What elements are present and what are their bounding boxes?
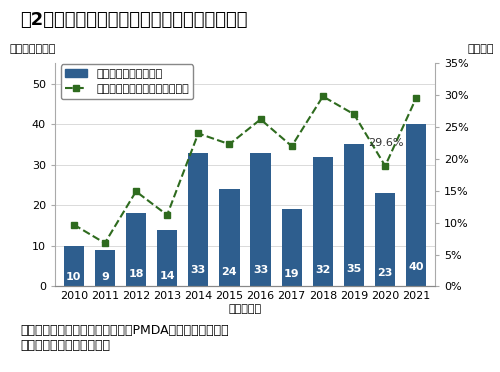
- Text: （承認品目数）: （承認品目数）: [10, 44, 56, 54]
- Text: 14: 14: [160, 271, 175, 281]
- Bar: [126, 214, 146, 286]
- Text: 19: 19: [284, 269, 300, 279]
- Text: 出所：新医薬品の承認品目一覧（PMDA）をもとに医薬産
　　業政策研究所にて作成: 出所：新医薬品の承認品目一覧（PMDA）をもとに医薬産 業政策研究所にて作成: [20, 324, 229, 352]
- Bar: [188, 153, 208, 286]
- Text: 10: 10: [66, 272, 82, 282]
- Text: 33: 33: [190, 264, 206, 275]
- Text: 18: 18: [128, 269, 144, 279]
- Text: 32: 32: [315, 265, 330, 275]
- Text: 9: 9: [101, 272, 109, 282]
- Text: 図2　希少疾病用医薬品承認品目数の年次推移: 図2 希少疾病用医薬品承認品目数の年次推移: [20, 11, 248, 29]
- Text: 35: 35: [346, 264, 362, 274]
- Bar: [406, 124, 426, 286]
- Text: 29.6%: 29.6%: [368, 138, 404, 148]
- Bar: [344, 144, 364, 286]
- Text: 23: 23: [378, 268, 393, 278]
- Text: （割合）: （割合）: [468, 44, 494, 54]
- Bar: [312, 157, 333, 286]
- Bar: [375, 193, 396, 286]
- Bar: [220, 189, 240, 286]
- Bar: [157, 230, 178, 286]
- Text: 40: 40: [408, 262, 424, 272]
- Legend: 希少疾病用医薬品合計, 希少疾病用医薬品が占める割合: 希少疾病用医薬品合計, 希少疾病用医薬品が占める割合: [60, 64, 194, 99]
- Bar: [64, 246, 84, 286]
- Bar: [94, 250, 115, 286]
- Bar: [282, 209, 302, 286]
- Text: 24: 24: [222, 267, 237, 278]
- Text: 33: 33: [253, 264, 268, 275]
- Bar: [250, 153, 270, 286]
- X-axis label: （承認年）: （承認年）: [228, 304, 262, 314]
